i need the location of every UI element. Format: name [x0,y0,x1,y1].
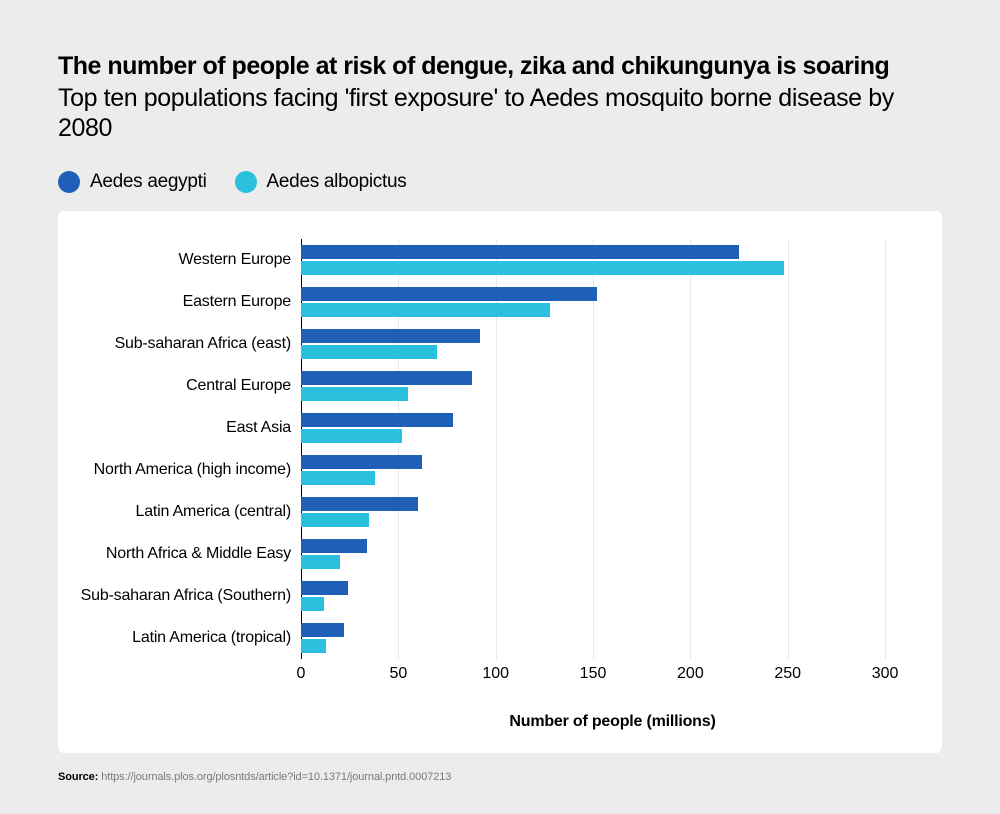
bar [301,261,784,275]
category-label: North Africa & Middle Easy [76,533,301,575]
legend-label: Aedes albopictus [267,171,407,193]
legend: Aedes aegypti Aedes albopictus [58,171,942,193]
category-label: Latin America (tropical) [76,617,301,659]
bar [301,639,326,653]
bar [301,497,418,511]
bar [301,287,597,301]
bar [301,539,367,553]
x-tick-label: 50 [389,665,407,683]
bar-group [301,323,924,365]
bar [301,429,402,443]
bar [301,513,369,527]
source-url: https://journals.plos.org/plosntds/artic… [101,771,451,783]
category-label: North America (high income) [76,449,301,491]
x-tick-label: 150 [580,665,607,683]
source-line: Source: https://journals.plos.org/plosnt… [58,771,942,783]
category-label: Latin America (central) [76,491,301,533]
bar [301,245,739,259]
bar [301,329,480,343]
x-axis-ticks: 050100150200250300 [301,665,924,695]
bar-group [301,575,924,617]
legend-swatch [235,171,257,193]
x-tick-label: 200 [677,665,704,683]
bar-group [301,449,924,491]
plot-area [301,239,924,659]
chart-subtitle: Top ten populations facing 'first exposu… [58,83,942,143]
category-label: Eastern Europe [76,281,301,323]
chart-title: The number of people at risk of dengue, … [58,52,942,81]
bar [301,371,472,385]
x-tick-label: 0 [297,665,306,683]
bar-group [301,281,924,323]
chart-card: Western EuropeEastern EuropeSub-saharan … [58,211,942,753]
bar [301,581,348,595]
category-label: Western Europe [76,239,301,281]
bar [301,303,550,317]
legend-swatch [58,171,80,193]
bar [301,597,324,611]
bar [301,387,408,401]
source-label: Source: [58,771,98,783]
bar-group [301,533,924,575]
bar [301,471,375,485]
category-axis: Western EuropeEastern EuropeSub-saharan … [76,239,301,659]
legend-label: Aedes aegypti [90,171,207,193]
bar-group [301,617,924,659]
x-axis-title: Number of people (millions) [301,713,924,731]
category-label: Central Europe [76,365,301,407]
bar [301,345,437,359]
legend-item: Aedes albopictus [235,171,407,193]
bar-group [301,239,924,281]
category-label: Sub-saharan Africa (Southern) [76,575,301,617]
bar-group [301,407,924,449]
bars [301,239,924,659]
x-tick-label: 100 [482,665,509,683]
bar [301,623,344,637]
bar [301,413,453,427]
bar [301,555,340,569]
x-tick-label: 300 [872,665,899,683]
bar-group [301,365,924,407]
bar [301,455,422,469]
bar-group [301,491,924,533]
x-tick-label: 250 [774,665,801,683]
legend-item: Aedes aegypti [58,171,207,193]
category-label: East Asia [76,407,301,449]
category-label: Sub-saharan Africa (east) [76,323,301,365]
